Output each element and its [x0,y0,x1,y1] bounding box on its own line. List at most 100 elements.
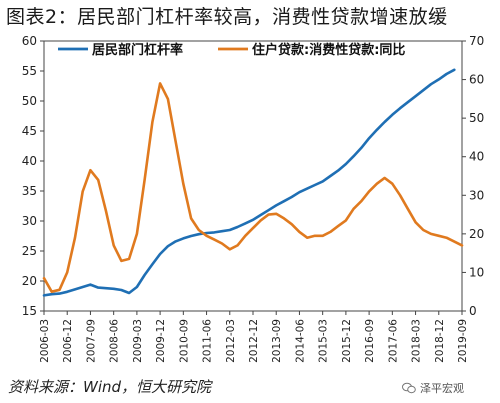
data-point-leverage [51,294,52,295]
data-point-consumer-loan [152,121,153,122]
data-point-leverage [167,246,168,247]
data-point-leverage [361,147,362,148]
data-point-leverage [268,210,269,211]
data-point-consumer-loan [314,235,315,236]
data-point-consumer-loan [338,226,339,227]
data-point-leverage [423,90,424,91]
data-point-consumer-loan [74,237,75,238]
x-tick-label: 2006-12 [62,319,74,363]
data-point-consumer-loan [307,237,308,238]
data-point-leverage [98,287,99,288]
data-point-leverage [400,108,401,109]
data-point-leverage [121,289,122,290]
x-tick-label: 2013-09 [271,319,283,363]
data-point-consumer-loan [43,278,44,279]
data-point-leverage [299,192,300,193]
data-point-leverage [214,232,215,233]
data-point-consumer-loan [82,191,83,192]
data-point-consumer-loan [376,183,377,184]
data-point-consumer-loan [330,231,331,232]
data-point-consumer-loan [392,183,393,184]
data-point-consumer-loan [454,241,455,242]
data-point-leverage [446,73,447,74]
x-tick-label: 2015-12 [341,319,353,363]
data-point-leverage [229,229,230,230]
series-line-consumer-loan [42,82,464,293]
data-point-leverage [105,288,106,289]
legend-label-leverage: 居民部门杠杆率 [92,42,183,58]
data-point-consumer-loan [98,179,99,180]
data-point-leverage [330,175,331,176]
data-point-consumer-loan [121,260,122,261]
data-point-leverage [291,196,292,197]
data-point-leverage [276,205,277,206]
data-point-consumer-loan [136,233,137,234]
data-point-leverage [160,253,161,254]
data-point-leverage [129,292,130,293]
x-tick-label: 2018-03 [411,319,423,363]
data-point-consumer-loan [191,218,192,219]
right-tick-label: 50 [469,111,484,125]
data-point-leverage [322,181,323,182]
series-group [42,68,464,297]
x-tick-label: 2011-06 [202,319,214,363]
data-point-leverage [314,184,315,185]
data-point-leverage [67,291,68,292]
data-point-consumer-loan [299,231,300,232]
data-point-leverage [415,96,416,97]
data-point-consumer-loan [407,208,408,209]
data-point-consumer-loan [198,229,199,230]
data-point-consumer-loan [183,183,184,184]
data-point-leverage [454,69,455,70]
data-point-consumer-loan [129,258,130,259]
left-tick-label: 60 [22,34,37,48]
data-point-consumer-loan [105,210,106,211]
data-point-consumer-loan [322,235,323,236]
right-tick-label: 0 [469,304,477,318]
data-point-leverage [136,286,137,287]
x-tick-label: 2015-03 [318,319,330,363]
data-point-leverage [345,163,346,164]
x-tick-label: 2012-03 [225,319,237,363]
data-point-leverage [438,79,439,80]
x-tick-label: 2014-06 [294,319,306,363]
data-point-consumer-loan [67,272,68,273]
data-point-leverage [376,129,377,130]
data-point-leverage [237,226,238,227]
left-tick-label: 45 [22,124,37,138]
wechat-icon [402,382,416,394]
data-point-consumer-loan [446,237,447,238]
x-tick-label: 2019-09 [457,319,469,363]
data-point-leverage [252,219,253,220]
legend: 居民部门杠杆率 住户贷款:消费性贷款:同比 [58,42,405,58]
data-point-leverage [144,274,145,275]
data-point-leverage [260,214,261,215]
data-point-leverage [198,234,199,235]
chart-title: 图表2：居民部门杠杆率较高，消费性贷款增速放缓 [6,6,448,28]
left-tick-label: 35 [22,184,37,198]
x-tick-label: 2009-03 [132,319,144,363]
data-point-consumer-loan [214,239,215,240]
data-point-leverage [43,295,44,296]
data-point-consumer-loan [423,229,424,230]
watermark: 泽平宏观 [402,380,464,396]
data-point-consumer-loan [206,235,207,236]
x-tick-label: 2007-09 [85,319,97,363]
data-point-consumer-loan [260,220,261,221]
data-point-leverage [175,241,176,242]
data-point-leverage [183,238,184,239]
data-point-consumer-loan [221,243,222,244]
data-point-leverage [90,284,91,285]
data-point-leverage [206,232,207,233]
left-tick-label: 40 [22,154,37,168]
data-point-consumer-loan [345,220,346,221]
x-tick-label: 2017-06 [387,319,399,363]
data-point-consumer-loan [229,249,230,250]
data-point-leverage [369,138,370,139]
left-tick-label: 15 [22,304,37,318]
data-point-consumer-loan [237,245,238,246]
data-point-consumer-loan [245,235,246,236]
data-point-leverage [392,114,393,115]
x-tick-label: 2009-12 [155,319,167,363]
